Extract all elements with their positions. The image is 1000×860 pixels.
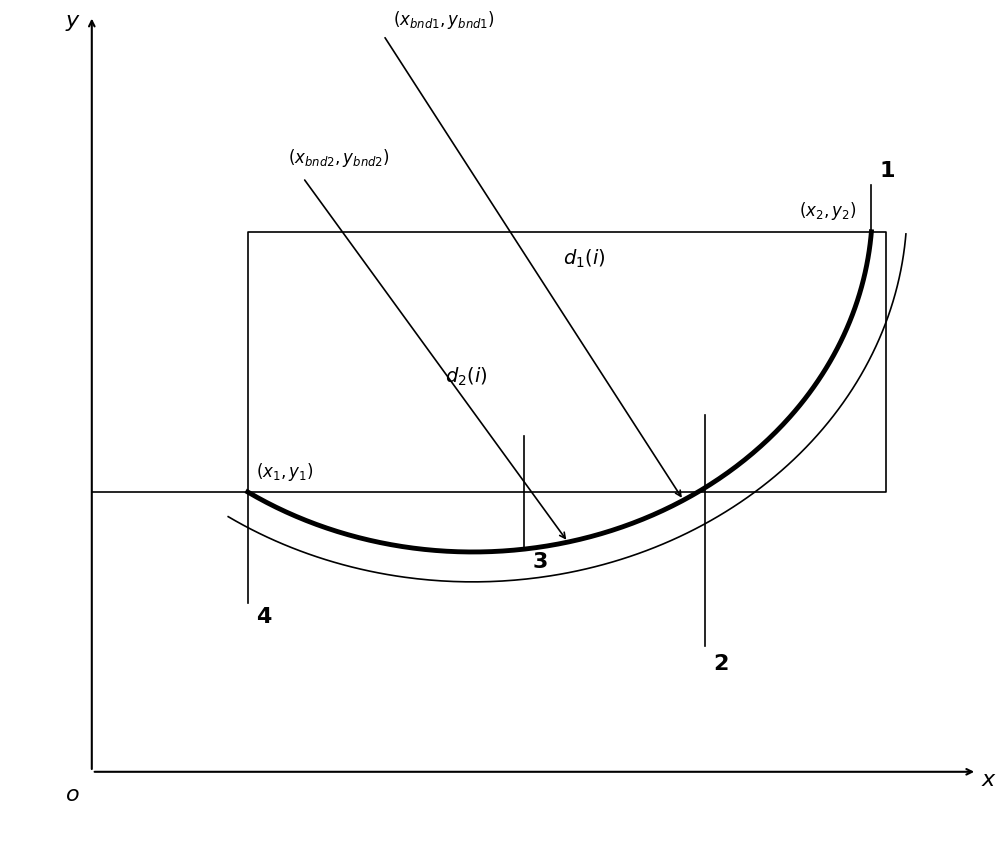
Text: $(x_{bnd2},y_{bnd2})$: $(x_{bnd2},y_{bnd2})$ xyxy=(288,147,390,169)
Text: $d_1(i)$: $d_1(i)$ xyxy=(563,248,606,270)
Text: 3: 3 xyxy=(532,552,548,572)
Text: 2: 2 xyxy=(713,654,729,674)
Text: o: o xyxy=(66,784,80,805)
Text: y: y xyxy=(65,11,79,32)
Text: x: x xyxy=(982,771,995,790)
Text: $(x_1,y_1)$: $(x_1,y_1)$ xyxy=(256,462,313,483)
Text: $d_2(i)$: $d_2(i)$ xyxy=(445,366,488,388)
Text: $(x_{bnd1},y_{bnd1})$: $(x_{bnd1},y_{bnd1})$ xyxy=(393,9,495,31)
Text: 4: 4 xyxy=(256,607,271,627)
Text: 1: 1 xyxy=(879,161,895,181)
Text: $(x_2,y_2)$: $(x_2,y_2)$ xyxy=(799,200,857,222)
